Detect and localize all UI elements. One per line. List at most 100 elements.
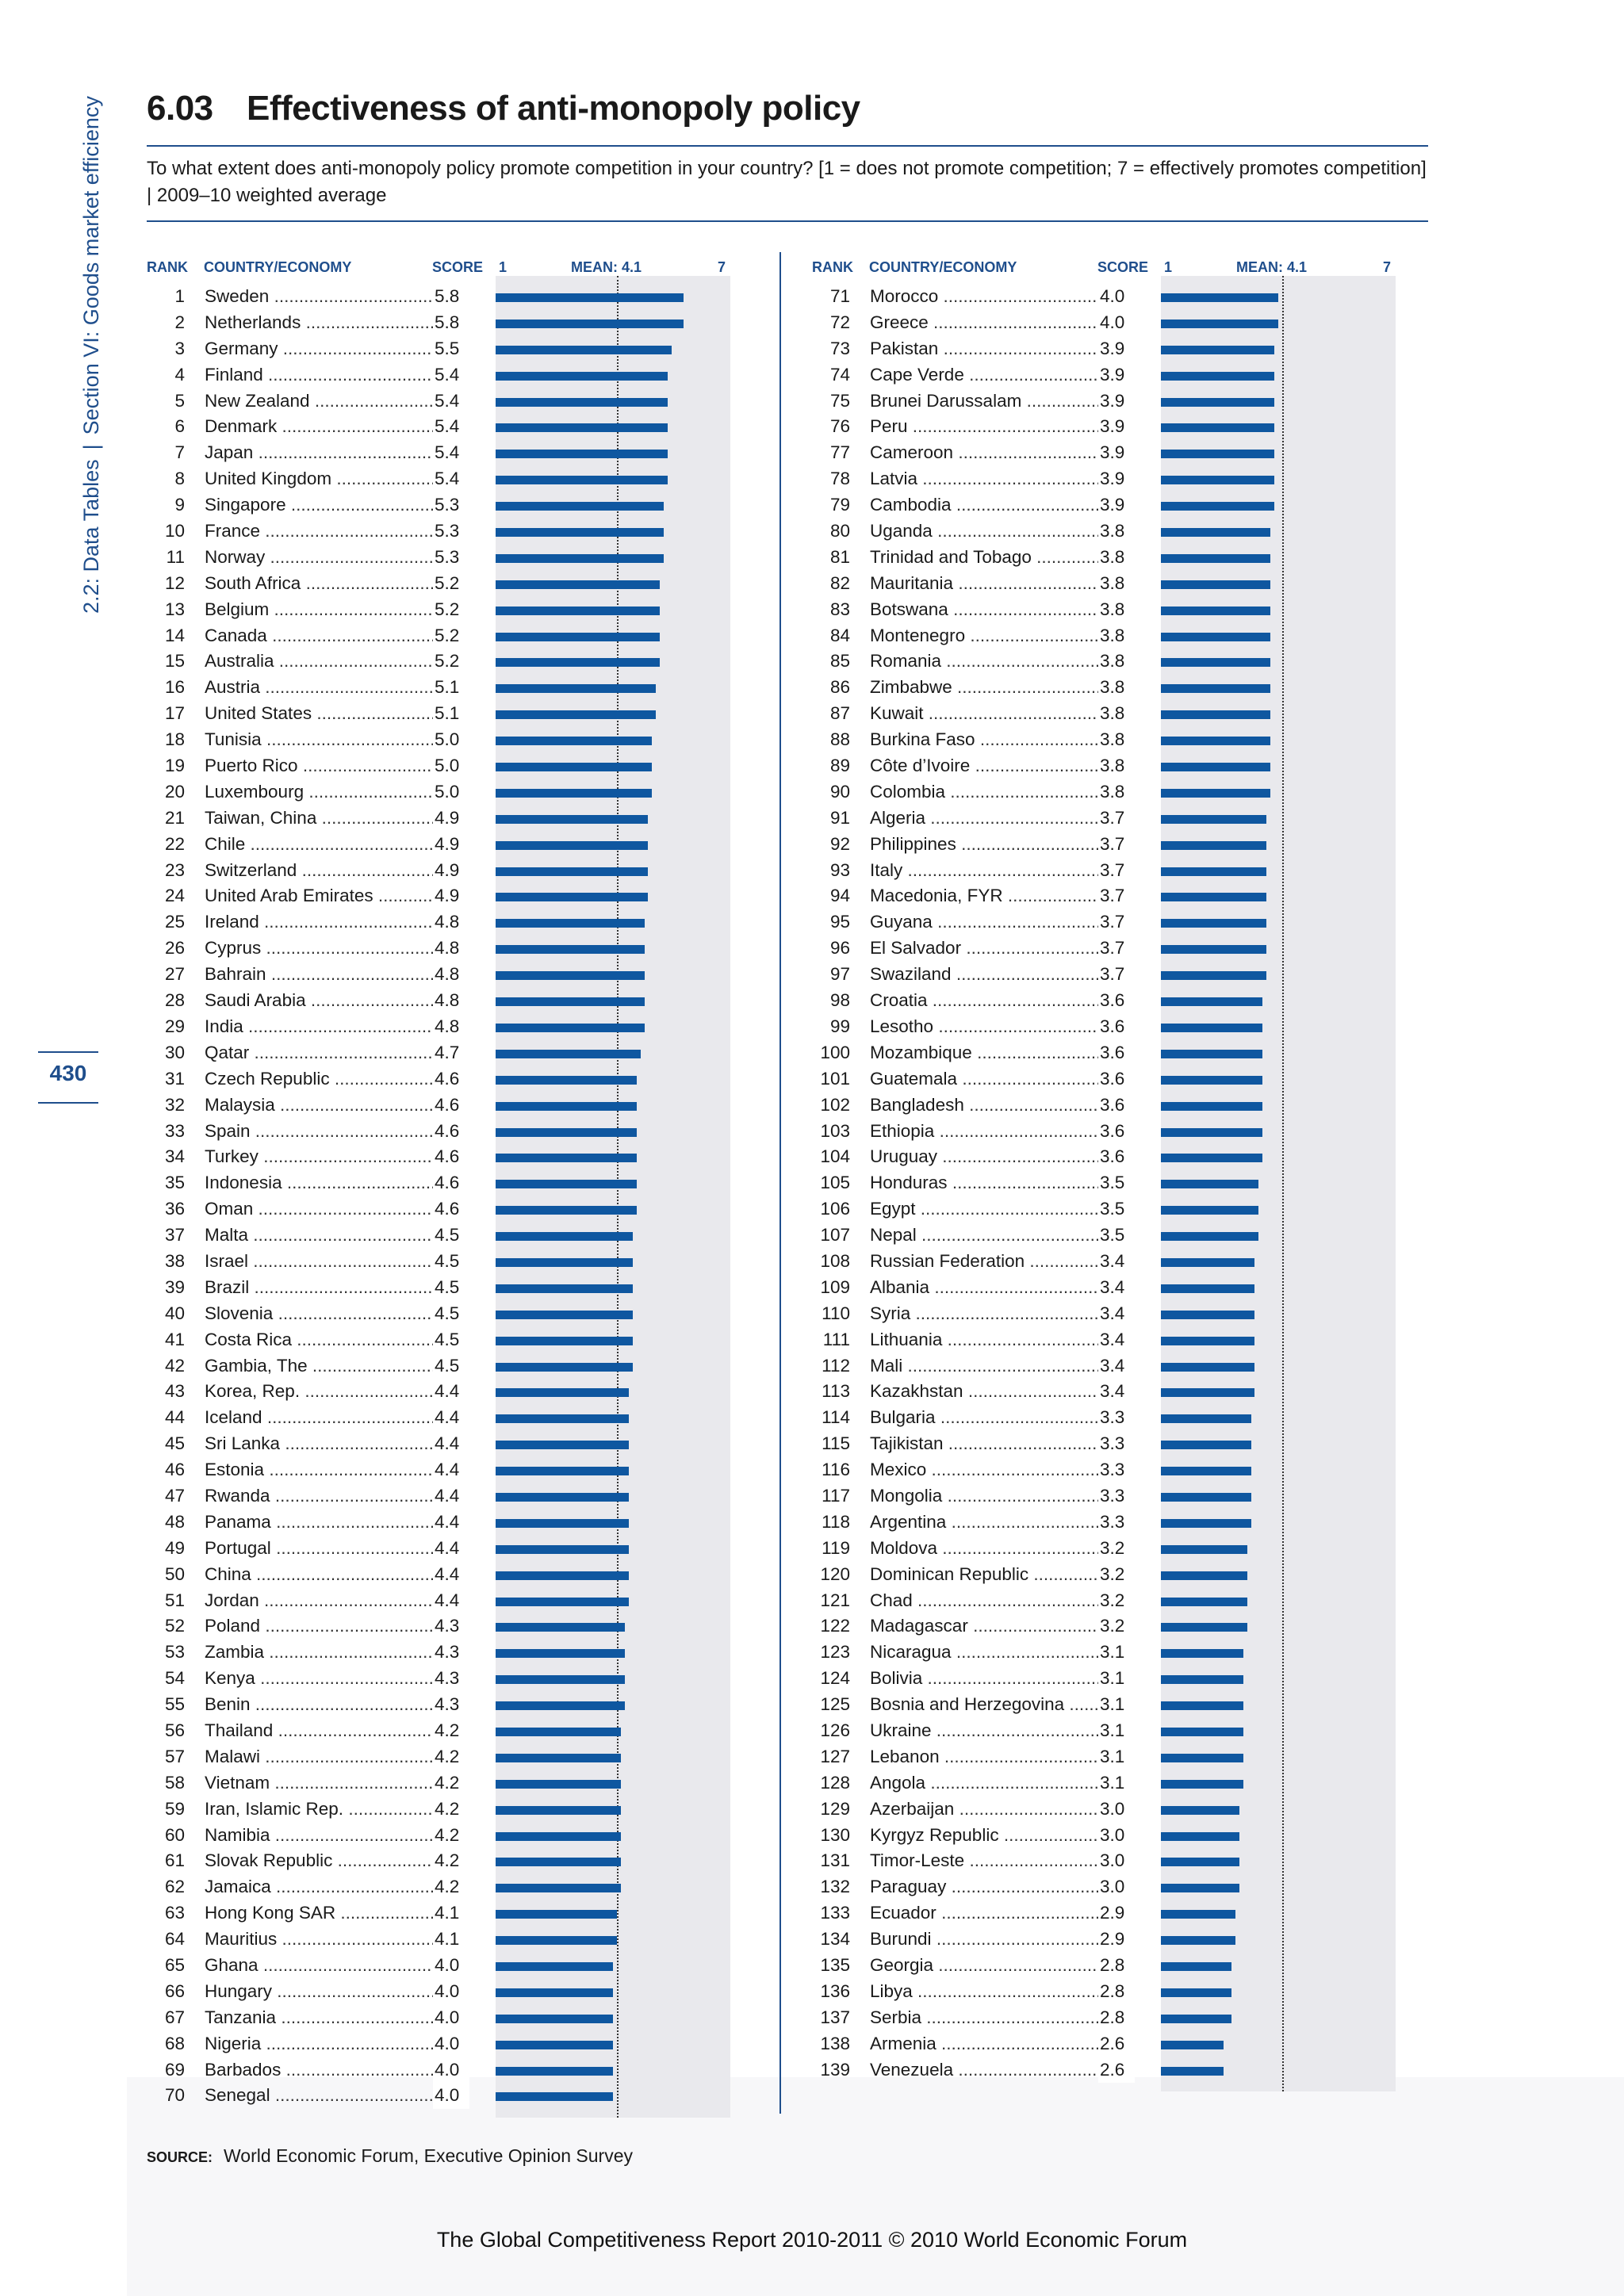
score-cell: 4.9	[433, 831, 469, 858]
rank-cell: 106	[820, 1199, 850, 1219]
score-cell: 2.8	[1098, 1978, 1135, 2005]
table-row: 108 Russian Federation3.4	[812, 1248, 1399, 1275]
ranking-rows: 71Morocco4.072Greece4.073Pakistan3.974Ca…	[812, 276, 1399, 2092]
score-cell: 3.8	[1098, 675, 1135, 702]
rank-cell: 15	[164, 651, 185, 672]
table-row: 117 Mongolia3.3	[812, 1483, 1399, 1510]
rank-cell: 107	[820, 1225, 850, 1246]
country-cell: Mauritius	[205, 1927, 435, 1953]
table-row: 48 Panama4.4	[147, 1509, 733, 1536]
country-cell: Angola	[870, 1770, 1100, 1797]
rank-cell: 42	[164, 1355, 185, 1376]
country-cell: Bosnia and Herzegovina	[870, 1692, 1100, 1718]
score-bar	[1161, 1075, 1263, 1085]
score-bar	[496, 763, 653, 772]
score-cell: 4.0	[433, 2004, 469, 2031]
rank-cell: 110	[822, 1303, 850, 1323]
sidebar-part-1: 2.2: Data Tables	[79, 459, 103, 614]
score-bar	[496, 684, 657, 694]
country-cell: Lebanon	[870, 1744, 1100, 1770]
rank-cell: 118	[822, 1511, 850, 1532]
country-cell: Slovak Republic	[205, 1848, 435, 1874]
table-row: 104 Uruguay3.6	[812, 1144, 1399, 1171]
country-cell: Guatemala	[870, 1066, 1100, 1093]
score-bar	[496, 1362, 633, 1372]
rank-cell: 133	[820, 1903, 850, 1923]
score-bar	[1161, 1101, 1263, 1111]
score-bar	[496, 1127, 637, 1137]
table-row: 51 Jordan4.4	[147, 1587, 733, 1614]
score-cell: 4.2	[433, 1770, 469, 1797]
country-cell: Norway	[205, 545, 435, 571]
score-cell: 3.9	[1098, 335, 1135, 362]
country-cell: Ukraine	[870, 1718, 1100, 1744]
score-bar	[496, 1779, 621, 1789]
page-title: 6.03 Effectiveness of anti-monopoly polic…	[147, 89, 860, 128]
country-cell: Gambia, The	[205, 1353, 435, 1380]
column-header: RANK COUNTRY/ECONOMY SCORE 1 MEAN: 4.1 7	[812, 252, 1399, 284]
score-bar	[496, 1597, 629, 1606]
score-cell: 4.5	[433, 1300, 469, 1327]
rank-cell: 35	[164, 1173, 185, 1193]
rank-cell: 135	[820, 1955, 850, 1975]
score-cell: 4.2	[433, 1874, 469, 1901]
country-cell: Pakistan	[870, 336, 1100, 362]
score-bar	[496, 814, 649, 824]
score-cell: 3.9	[1098, 388, 1135, 415]
mean-line	[1281, 276, 1284, 2092]
rank-cell: 95	[829, 912, 850, 932]
score-cell: 4.8	[433, 909, 469, 936]
score-cell: 5.4	[433, 388, 469, 415]
table-row: 126 Ukraine3.1	[812, 1717, 1399, 1744]
country-cell: Nigeria	[205, 2031, 435, 2057]
country-cell: Ecuador	[870, 1900, 1100, 1927]
score-bar	[496, 580, 661, 589]
page-footer: The Global Competitiveness Report 2010-2…	[436, 2228, 1188, 2252]
country-cell: Germany	[205, 336, 435, 362]
table-row: 134 Burundi2.9	[812, 1927, 1399, 1954]
score-cell: 5.3	[433, 492, 469, 519]
score-cell: 4.5	[433, 1248, 469, 1275]
country-cell: Malawi	[205, 1744, 435, 1770]
country-cell: Portugal	[205, 1536, 435, 1562]
score-bar	[1161, 1753, 1243, 1762]
score-cell: 5.5	[433, 335, 469, 362]
score-cell: 5.2	[433, 622, 469, 649]
rank-cell: 29	[164, 1016, 185, 1036]
country-cell: Zambia	[205, 1640, 435, 1666]
country-cell: Burundi	[870, 1927, 1100, 1953]
score-cell: 3.5	[1098, 1196, 1135, 1223]
country-cell: Switzerland	[205, 858, 435, 884]
rank-cell: 120	[820, 1563, 850, 1584]
score-bar	[1161, 1310, 1255, 1319]
table-row: 80 Uganda3.8	[812, 519, 1399, 545]
table-row: 57 Malawi4.2	[147, 1743, 733, 1770]
score-bar	[496, 1701, 625, 1711]
score-bar	[1161, 553, 1271, 563]
score-cell: 5.4	[433, 440, 469, 467]
country-cell: Jordan	[205, 1588, 435, 1614]
table-row: 45 Sri Lanka4.4	[147, 1431, 733, 1458]
score-bar	[1161, 1154, 1263, 1163]
table-row: 88 Burkina Faso3.8	[812, 727, 1399, 754]
table-row: 129 Azerbaijan3.0	[812, 1796, 1399, 1823]
country-cell: Burkina Faso	[870, 727, 1100, 753]
score-bar	[496, 2014, 613, 2023]
country-cell: Sri Lanka	[205, 1431, 435, 1457]
score-cell: 3.8	[1098, 753, 1135, 779]
table-row: 79 Cambodia3.9	[812, 492, 1399, 519]
score-bar	[496, 1831, 621, 1841]
rank-cell: 68	[164, 2033, 185, 2053]
score-bar	[496, 1988, 613, 1997]
country-cell: Nepal	[870, 1223, 1100, 1249]
score-bar	[496, 2066, 613, 2076]
country-cell: United Kingdom	[205, 466, 435, 492]
rank-cell: 76	[829, 416, 850, 437]
rank-cell: 51	[164, 1590, 185, 1610]
score-bar	[1161, 580, 1271, 589]
table-row: 59 Iran, Islamic Rep.4.2	[147, 1796, 733, 1823]
score-bar	[496, 945, 645, 955]
country-cell: Uruguay	[870, 1144, 1100, 1170]
score-cell: 3.9	[1098, 440, 1135, 467]
table-row: 110 Syria3.4	[812, 1300, 1399, 1327]
